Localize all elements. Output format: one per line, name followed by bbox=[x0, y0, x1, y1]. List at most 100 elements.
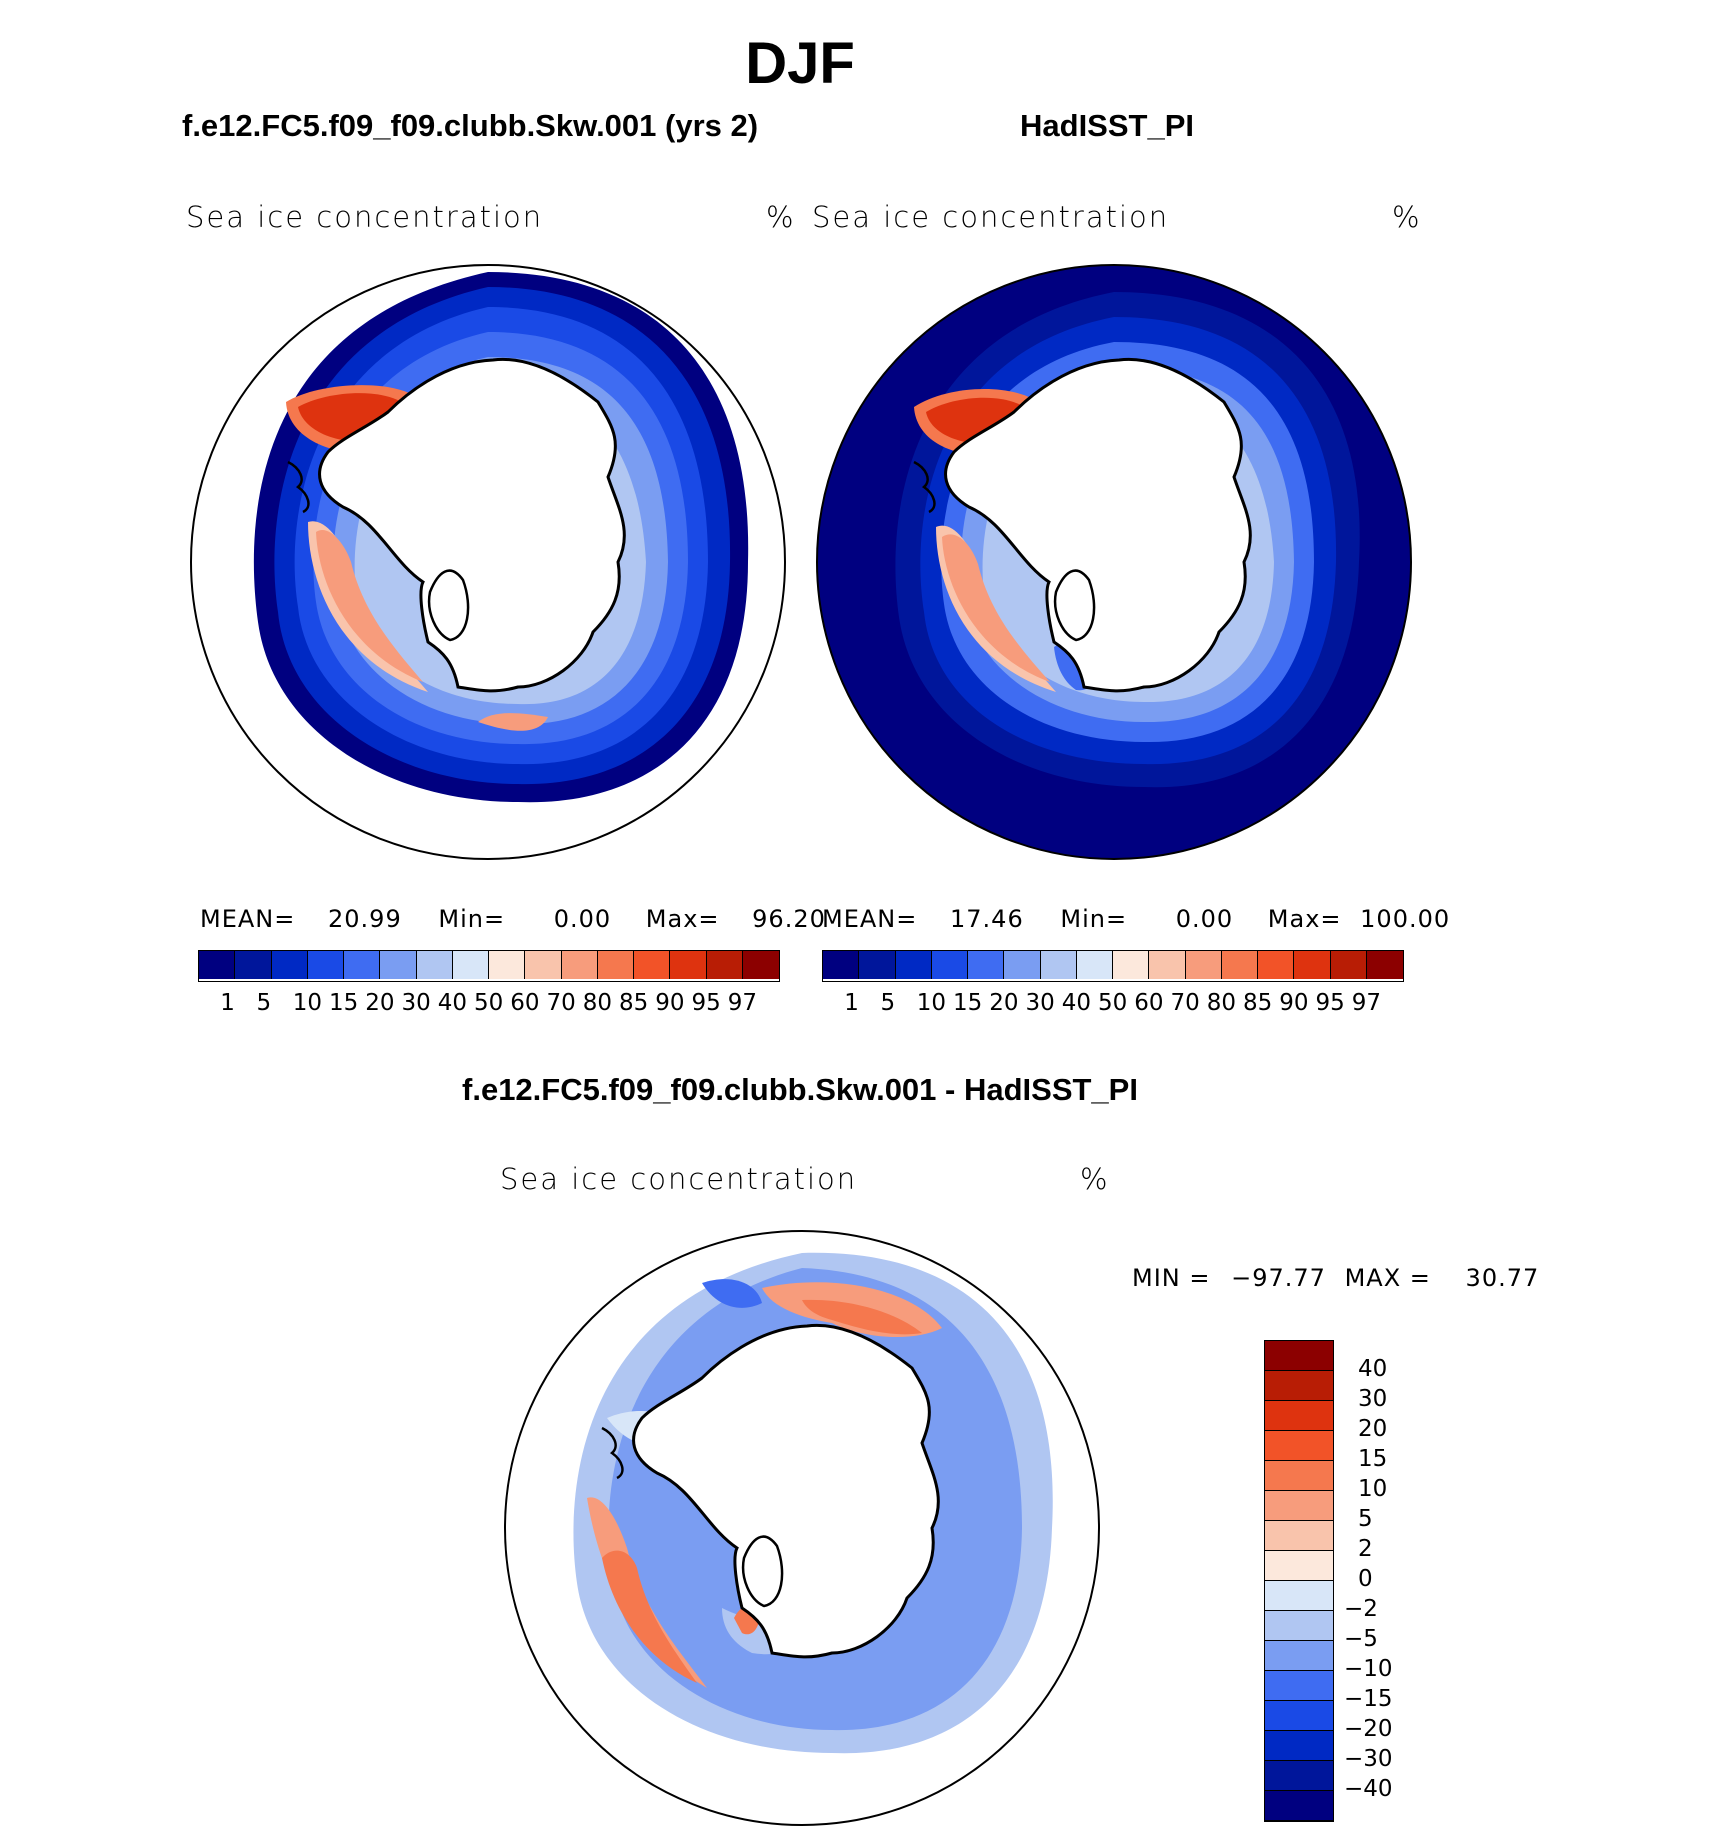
diff-max-value: 30.77 bbox=[1465, 1264, 1540, 1292]
colorbar-tick-label: −15 bbox=[1344, 1686, 1393, 1712]
left-colorbar bbox=[198, 950, 780, 982]
colorbar-swatch bbox=[968, 951, 1005, 979]
colorbar-tick-label: 1 bbox=[844, 990, 859, 1016]
colorbar-tick-label: −10 bbox=[1344, 1656, 1393, 1682]
colorbar-swatch bbox=[597, 951, 634, 979]
right-polar-map bbox=[816, 264, 1412, 860]
colorbar-swatch bbox=[1076, 951, 1113, 979]
colorbar-tick-label: −30 bbox=[1344, 1746, 1393, 1772]
colorbar-swatch bbox=[1040, 951, 1077, 979]
colorbar-tick-label: 40 bbox=[1358, 1356, 1388, 1382]
colorbar-tick-label: 20 bbox=[365, 990, 395, 1016]
left-variable-label: Sea ice concentration bbox=[186, 200, 544, 234]
panel-right-title: HadISST_PI bbox=[1020, 108, 1194, 143]
colorbar-swatch bbox=[561, 951, 598, 979]
colorbar-tick-label: −2 bbox=[1344, 1596, 1378, 1622]
panel-diff-title: f.e12.FC5.f09_f09.clubb.Skw.001 - HadISS… bbox=[462, 1072, 1138, 1107]
colorbar-swatch bbox=[1265, 1641, 1333, 1671]
colorbar-swatch bbox=[1265, 1431, 1333, 1461]
left-colorbar-ticks: 1 5 10 15 20 30 40 50 60 70 80 85 90 95 97 bbox=[198, 990, 778, 1020]
colorbar-swatch bbox=[235, 951, 272, 979]
colorbar-tick-label: 15 bbox=[953, 990, 983, 1016]
diff-units-label: % bbox=[1080, 1162, 1110, 1196]
colorbar-tick-label: 30 bbox=[401, 990, 431, 1016]
colorbar-tick-label: 10 bbox=[292, 990, 323, 1016]
colorbar-tick-label: 1 bbox=[220, 990, 235, 1016]
colorbar-tick-label: −20 bbox=[1344, 1716, 1393, 1742]
colorbar-tick-label: 85 bbox=[1243, 990, 1273, 1016]
left-mean-value: 20.99 bbox=[328, 905, 402, 933]
colorbar-swatch bbox=[823, 951, 860, 979]
colorbar-swatch bbox=[1265, 1521, 1333, 1551]
right-colorbar-ticks: 1 5 10 15 20 30 40 50 60 70 80 85 90 95 97 bbox=[822, 990, 1402, 1020]
left-min-value: 0.00 bbox=[553, 905, 612, 933]
colorbar-swatch bbox=[1294, 951, 1331, 979]
panel-left-title: f.e12.FC5.f09_f09.clubb.Skw.001 (yrs 2) bbox=[182, 108, 759, 143]
colorbar-swatch bbox=[1265, 1371, 1333, 1401]
right-mean-label: MEAN= bbox=[822, 905, 918, 933]
diff-polar-map bbox=[504, 1230, 1100, 1826]
figure-title: DJF bbox=[745, 31, 855, 96]
colorbar-tick-label: 30 bbox=[1358, 1386, 1388, 1412]
right-mean-value: 17.46 bbox=[950, 905, 1024, 933]
colorbar-tick-label: 5 bbox=[1358, 1506, 1373, 1532]
colorbar-tick-label: 15 bbox=[329, 990, 359, 1016]
colorbar-swatch bbox=[1221, 951, 1258, 979]
colorbar-tick-label: 90 bbox=[1279, 990, 1309, 1016]
colorbar-swatch bbox=[452, 951, 489, 979]
diff-colorbar-ticks: 40 30 20 15 10 5 2 0 −2 −5 −10 −15 −20 −30 −40 bbox=[1344, 1340, 1484, 1820]
left-max-value: 96.20 bbox=[752, 905, 826, 933]
colorbar-swatch bbox=[1366, 951, 1403, 979]
colorbar-swatch bbox=[1265, 1761, 1333, 1791]
right-units-label: % bbox=[1392, 200, 1422, 234]
left-polar-map bbox=[190, 264, 786, 860]
colorbar-tick-label: 90 bbox=[655, 990, 685, 1016]
colorbar-tick-label: 5 bbox=[256, 990, 272, 1016]
colorbar-swatch bbox=[1265, 1551, 1333, 1581]
colorbar-swatch bbox=[1265, 1581, 1333, 1611]
colorbar-tick-label: 60 bbox=[510, 990, 540, 1016]
colorbar-swatch bbox=[1149, 951, 1186, 979]
colorbar-swatch bbox=[670, 951, 707, 979]
colorbar-swatch bbox=[1258, 951, 1295, 979]
right-min-label: Min= bbox=[1060, 905, 1128, 933]
colorbar-tick-label: 80 bbox=[582, 990, 613, 1016]
colorbar-tick-label: 60 bbox=[1134, 990, 1164, 1016]
right-max-label: Max= bbox=[1267, 905, 1342, 933]
colorbar-tick-label: −40 bbox=[1344, 1776, 1393, 1802]
diff-colorbar bbox=[1264, 1340, 1334, 1822]
right-colorbar bbox=[822, 950, 1404, 982]
colorbar-tick-label: 10 bbox=[916, 990, 947, 1016]
colorbar-tick-label: 95 bbox=[1315, 990, 1345, 1016]
colorbar-tick-label: 20 bbox=[1358, 1416, 1388, 1442]
colorbar-swatch bbox=[380, 951, 417, 979]
right-variable-label: Sea ice concentration bbox=[812, 200, 1170, 234]
left-units-label: % bbox=[766, 200, 796, 234]
colorbar-swatch bbox=[1265, 1341, 1333, 1371]
diff-variable-label: Sea ice concentration bbox=[500, 1162, 858, 1196]
colorbar-tick-label: 15 bbox=[1358, 1446, 1388, 1472]
colorbar-swatch bbox=[1113, 951, 1150, 979]
colorbar-swatch bbox=[895, 951, 932, 979]
colorbar-swatch bbox=[742, 951, 779, 979]
colorbar-swatch bbox=[634, 951, 671, 979]
colorbar-swatch bbox=[1265, 1401, 1333, 1431]
colorbar-swatch bbox=[1265, 1611, 1333, 1641]
colorbar-tick-label: 80 bbox=[1206, 990, 1237, 1016]
colorbar-swatch bbox=[1185, 951, 1222, 979]
colorbar-tick-label: 0 bbox=[1358, 1566, 1373, 1592]
colorbar-tick-label: 20 bbox=[989, 990, 1019, 1016]
colorbar-swatch bbox=[1330, 951, 1367, 979]
colorbar-swatch bbox=[1265, 1731, 1333, 1761]
colorbar-tick-label: 10 bbox=[1358, 1476, 1388, 1502]
colorbar-tick-label: 70 bbox=[1170, 990, 1200, 1016]
left-stats: MEAN= 20.99 Min= 0.00 Max= 96.20 bbox=[200, 905, 825, 933]
colorbar-swatch bbox=[1004, 951, 1041, 979]
colorbar-swatch bbox=[859, 951, 896, 979]
diff-min-value: −97.77 bbox=[1231, 1264, 1326, 1292]
colorbar-swatch bbox=[1265, 1701, 1333, 1731]
colorbar-tick-label: 85 bbox=[619, 990, 649, 1016]
colorbar-swatch bbox=[199, 951, 236, 979]
colorbar-tick-label: −5 bbox=[1344, 1626, 1378, 1652]
left-min-label: Min= bbox=[438, 905, 506, 933]
